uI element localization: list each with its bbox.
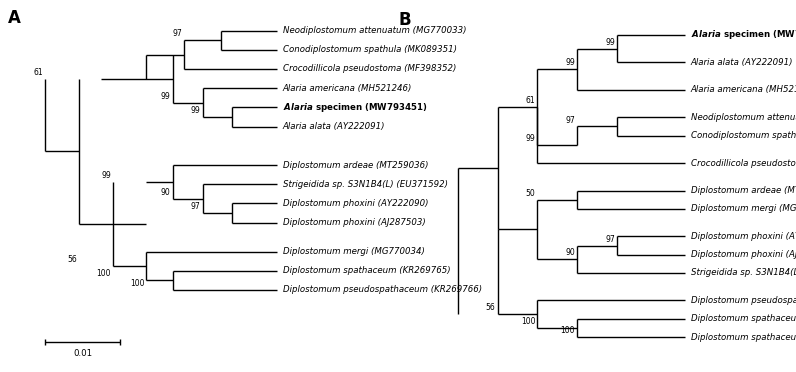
- Text: Alaria alata (AY222091): Alaria alata (AY222091): [690, 58, 793, 67]
- Text: 100: 100: [130, 279, 145, 288]
- Text: 50: 50: [525, 189, 535, 198]
- Text: 61: 61: [34, 68, 44, 77]
- Text: 97: 97: [605, 235, 615, 244]
- Text: 90: 90: [161, 188, 170, 197]
- Text: 99: 99: [191, 106, 201, 115]
- Text: Diplostomum phoxini (AJ287503): Diplostomum phoxini (AJ287503): [283, 218, 426, 227]
- Text: Diplostomum pseudospathaceum (KR269766): Diplostomum pseudospathaceum (KR269766): [283, 285, 482, 295]
- Text: Diplostomum ardeae (MT259036): Diplostomum ardeae (MT259036): [690, 186, 796, 195]
- Text: 90: 90: [565, 248, 575, 257]
- Text: Alaria americana (MH521246): Alaria americana (MH521246): [690, 85, 796, 94]
- Text: 99: 99: [161, 92, 170, 101]
- Text: 99: 99: [101, 171, 111, 180]
- Text: Diplostomum mergi (MG770034): Diplostomum mergi (MG770034): [283, 247, 425, 256]
- Text: Strigeidida sp. S3N1B4(L) (EU371592): Strigeidida sp. S3N1B4(L) (EU371592): [690, 269, 796, 278]
- Text: Conodiplostomum spathula (MK089351): Conodiplostomum spathula (MK089351): [283, 45, 457, 54]
- Text: 100: 100: [96, 269, 111, 278]
- Text: 0.01: 0.01: [73, 349, 92, 357]
- Text: Diplostomum mergi (MG770034): Diplostomum mergi (MG770034): [690, 204, 796, 214]
- Text: Crocodillicola pseudostoma (MF398352): Crocodillicola pseudostoma (MF398352): [283, 64, 456, 73]
- Text: 97: 97: [565, 116, 575, 125]
- Text: Diplostomum spathaceum (KR269765): Diplostomum spathaceum (KR269765): [690, 333, 796, 341]
- Text: Alaria americana (MH521246): Alaria americana (MH521246): [283, 84, 412, 93]
- Text: Crocodillicola pseudostoma (MF398352): Crocodillicola pseudostoma (MF398352): [690, 158, 796, 168]
- Text: Neodiplostomum attenuatum (MG770033): Neodiplostomum attenuatum (MG770033): [690, 113, 796, 122]
- Text: 56: 56: [486, 303, 495, 312]
- Text: Neodiplostomum attenuatum (MG770033): Neodiplostomum attenuatum (MG770033): [283, 26, 466, 35]
- Text: 61: 61: [525, 96, 535, 105]
- Text: 97: 97: [172, 29, 182, 38]
- Text: Strigeidida sp. S3N1B4(L) (EU371592): Strigeidida sp. S3N1B4(L) (EU371592): [283, 180, 448, 189]
- Text: Diplostomum pseudospathaceum (KR269766): Diplostomum pseudospathaceum (KR269766): [690, 296, 796, 305]
- Text: 99: 99: [525, 134, 535, 143]
- Text: Conodiplostomum spathula (MK089351): Conodiplostomum spathula (MK089351): [690, 131, 796, 140]
- Text: 99: 99: [605, 38, 615, 47]
- Text: A: A: [8, 9, 21, 28]
- Text: Diplostomum spathaceum (KR269765): Diplostomum spathaceum (KR269765): [690, 314, 796, 323]
- Text: B: B: [398, 11, 411, 29]
- Text: Diplostomum ardeae (MT259036): Diplostomum ardeae (MT259036): [283, 161, 428, 170]
- Text: 99: 99: [565, 58, 575, 67]
- Text: 56: 56: [68, 255, 77, 264]
- Text: Alaria alata (AY222091): Alaria alata (AY222091): [283, 122, 385, 131]
- Text: $\bfit{Alaria}$ specimen (MW793451): $\bfit{Alaria}$ specimen (MW793451): [690, 28, 796, 41]
- Text: 100: 100: [560, 326, 575, 335]
- Text: Diplostomum phoxini (AJ287503): Diplostomum phoxini (AJ287503): [690, 250, 796, 259]
- Text: 97: 97: [191, 202, 201, 211]
- Text: $\bfit{Alaria}$ specimen (MW793451): $\bfit{Alaria}$ specimen (MW793451): [283, 101, 427, 114]
- Text: Diplostomum phoxini (AY222090): Diplostomum phoxini (AY222090): [690, 232, 796, 241]
- Text: 100: 100: [521, 317, 535, 326]
- Text: Diplostomum spathaceum (KR269765): Diplostomum spathaceum (KR269765): [283, 266, 451, 275]
- Text: Diplostomum phoxini (AY222090): Diplostomum phoxini (AY222090): [283, 199, 428, 208]
